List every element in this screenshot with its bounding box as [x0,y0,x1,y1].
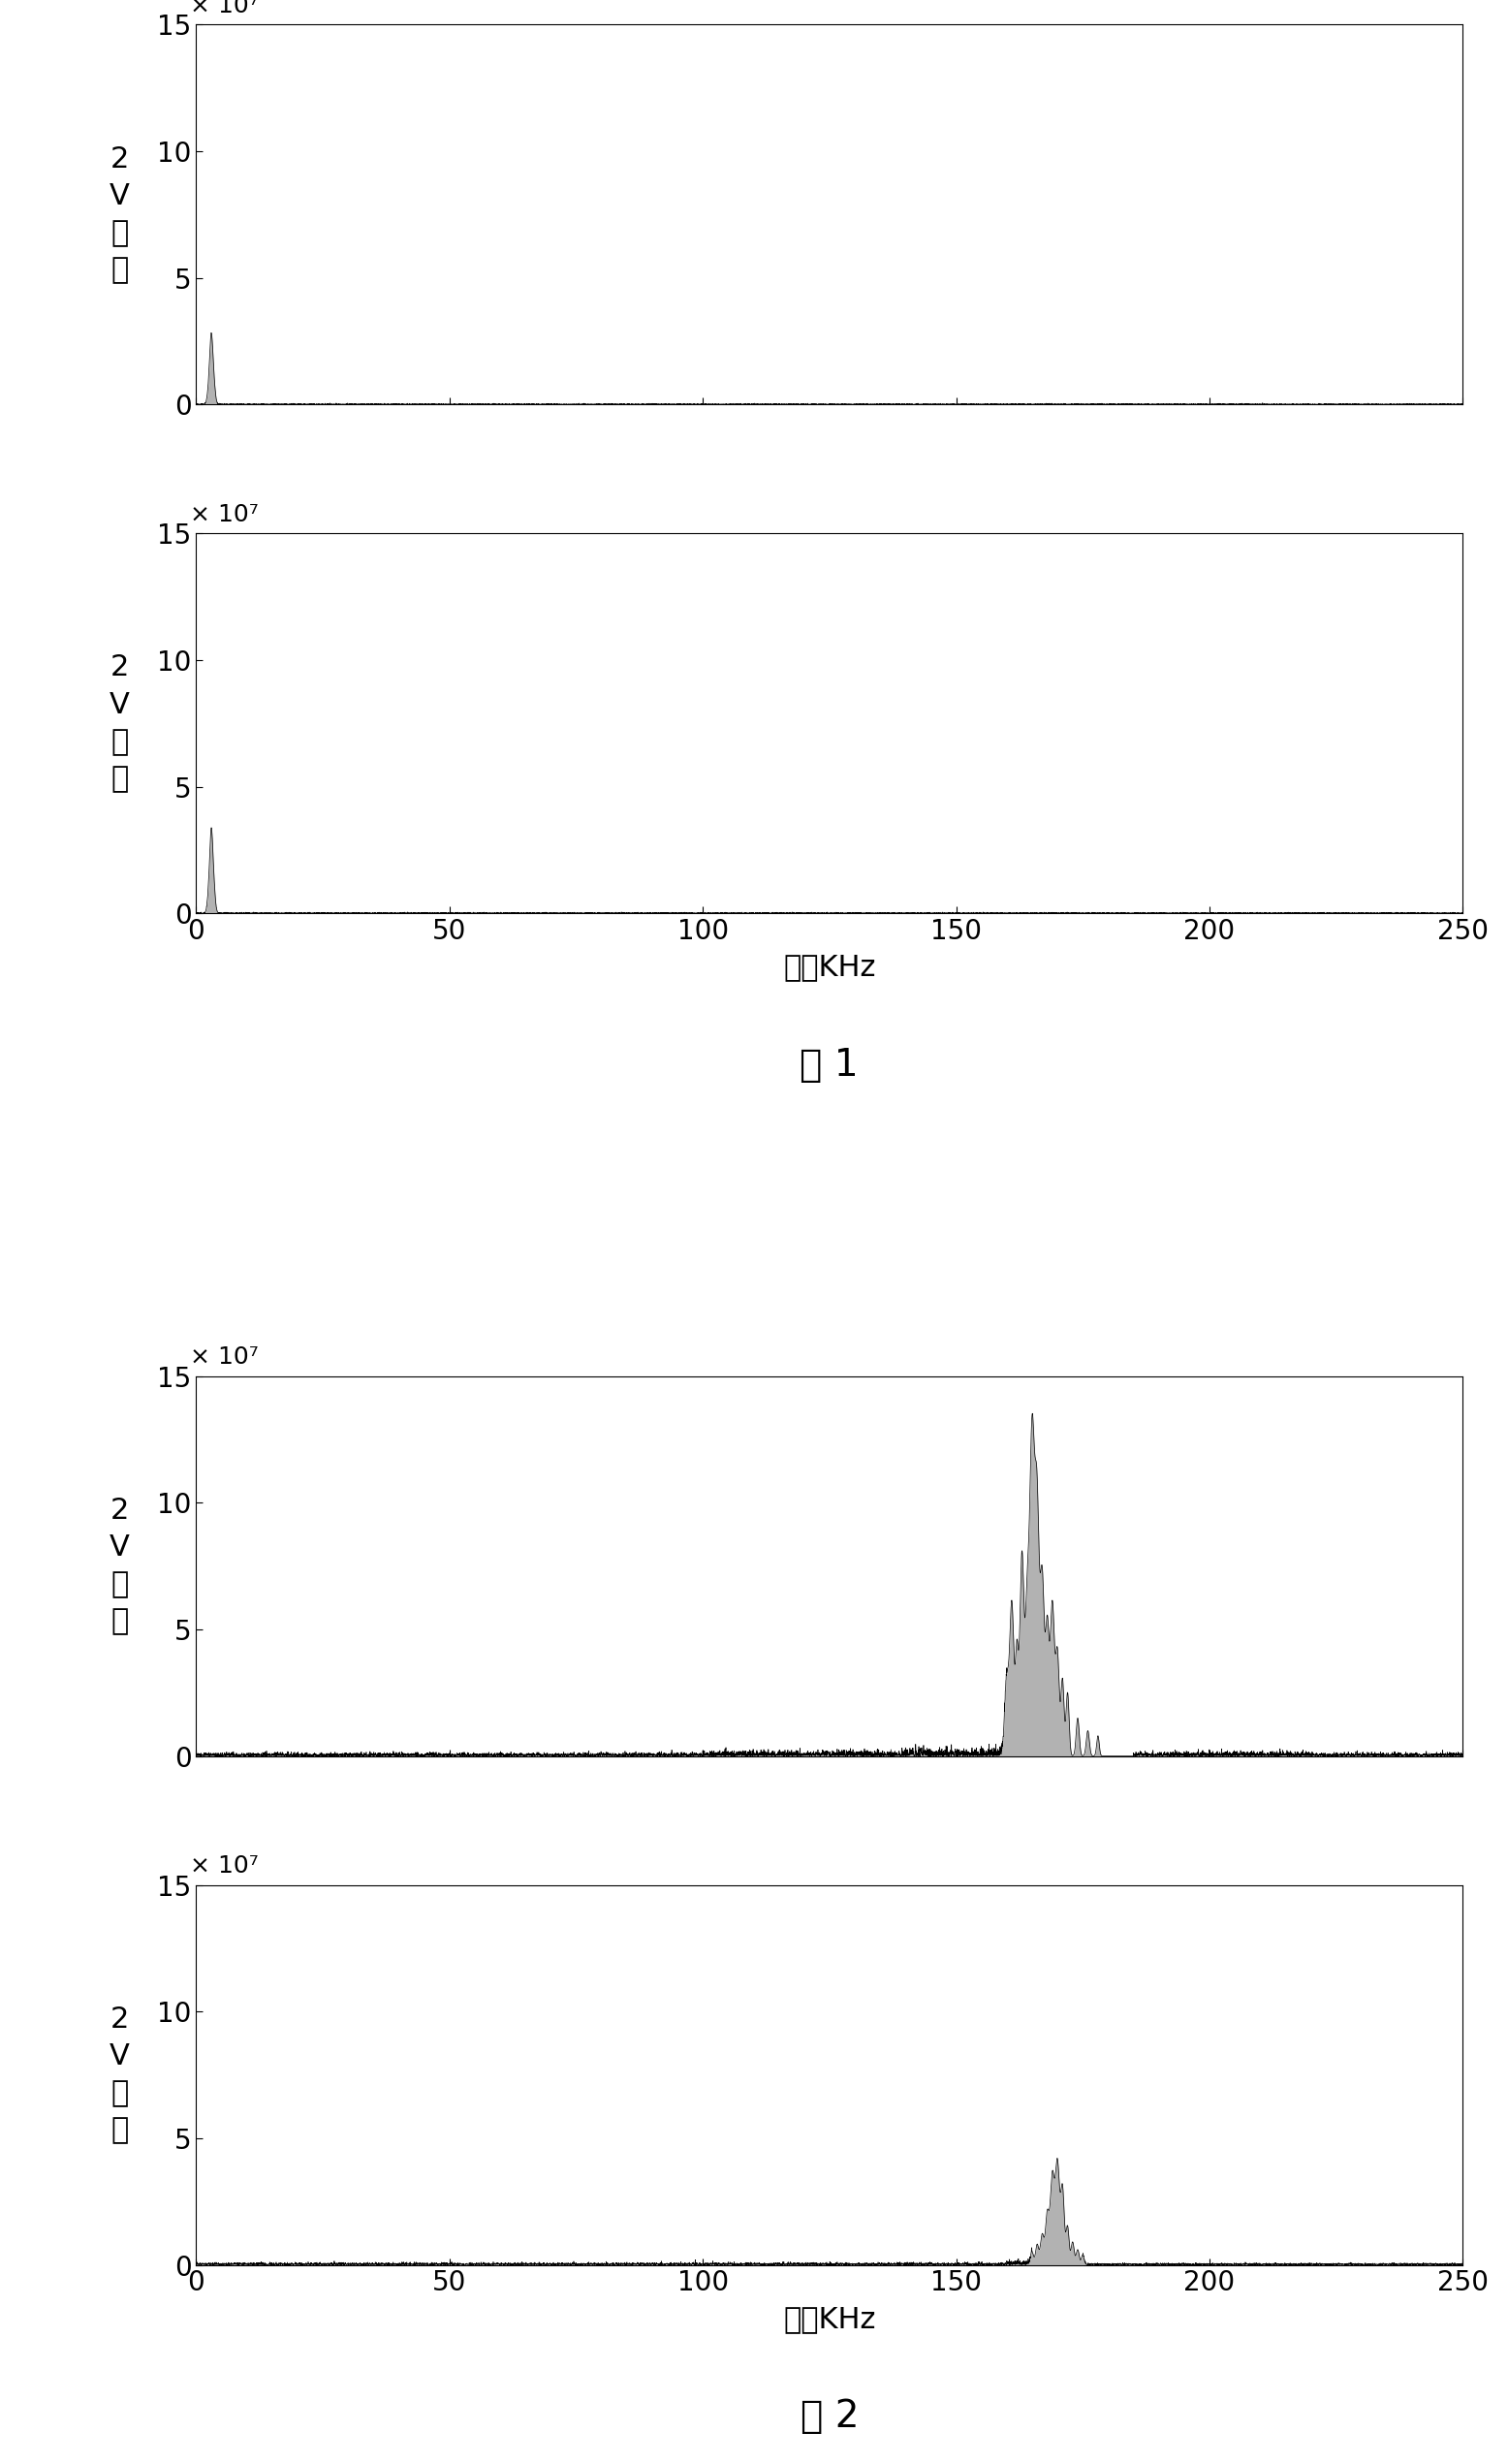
Text: × 10⁷: × 10⁷ [190,1345,258,1368]
Text: 图 1: 图 1 [801,1047,858,1084]
Text: × 10⁷: × 10⁷ [190,1853,258,1878]
X-axis label: 频率KHz: 频率KHz [783,954,876,981]
Text: × 10⁷: × 10⁷ [190,0,258,17]
X-axis label: 频率KHz: 频率KHz [783,2304,876,2333]
Y-axis label: 2
V
量
能: 2 V 量 能 [109,145,130,283]
Y-axis label: 2
V
量
能: 2 V 量 能 [109,653,130,793]
Y-axis label: 2
V
量
能: 2 V 量 能 [109,1496,130,1636]
Text: 图 2: 图 2 [801,2397,858,2434]
Text: × 10⁷: × 10⁷ [190,503,258,525]
Y-axis label: 2
V
量
能: 2 V 量 能 [109,2006,130,2144]
